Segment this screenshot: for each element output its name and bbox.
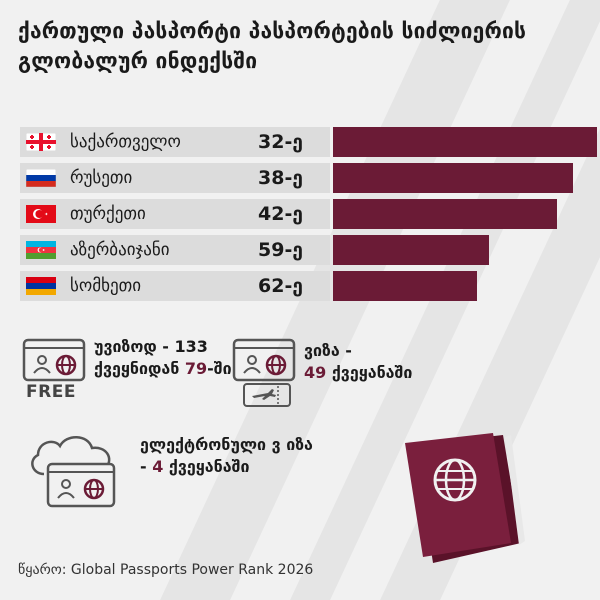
visa-free-stat: უვიზოდ - 133 ქვეყნიდან 79-ში xyxy=(94,336,234,380)
country-label: აზერბაიჯანი xyxy=(70,240,170,260)
chart-row: საქართველო 32-ე xyxy=(20,127,597,157)
bar xyxy=(333,235,489,265)
chart-row: აზერბაიჯანი 59-ე xyxy=(20,235,590,265)
visa-free-count: 79 xyxy=(184,359,208,378)
visa-stat: ვიზა - 49 ქვეყანაში xyxy=(304,340,454,384)
rank-label: 38-ე xyxy=(258,167,303,189)
bar xyxy=(333,271,477,301)
georgia-flag-icon xyxy=(26,133,56,151)
visa-text: ვიზა - xyxy=(304,341,352,360)
evisa-suffix: ქვეყანაში xyxy=(163,457,250,476)
source-note: წყარო: Global Passports Power Rank 2026 xyxy=(18,562,314,578)
visa-free-suffix: -ში xyxy=(207,359,232,378)
azerbaijan-flag-icon xyxy=(26,241,56,259)
rank-label: 42-ე xyxy=(258,203,303,225)
country-label: საქართველო xyxy=(70,132,181,152)
bar xyxy=(333,163,573,193)
visa-suffix: ქვეყანაში xyxy=(326,363,413,382)
bar xyxy=(333,127,597,157)
row-label-band xyxy=(20,199,330,229)
row-label-band xyxy=(20,127,330,157)
rank-label: 59-ე xyxy=(258,239,303,261)
evisa-text: ელექტრონული ვ იზა - xyxy=(140,435,313,476)
russia-flag-icon xyxy=(26,169,56,187)
country-label: სომხეთი xyxy=(70,276,142,296)
rank-label: 62-ე xyxy=(258,275,303,297)
passport-illustration xyxy=(405,433,525,563)
country-label: თურქეთი xyxy=(70,204,146,224)
evisa-stat: ელექტრონული ვ იზა - 4 ქვეყანაში xyxy=(140,434,320,478)
chart-row: სომხეთი 62-ე xyxy=(20,271,590,301)
plane-ticket-icon xyxy=(243,383,291,407)
chart-row: რუსეთი 38-ე xyxy=(20,163,590,193)
bar xyxy=(333,199,557,229)
evisa-count: 4 xyxy=(152,457,164,476)
country-label: რუსეთი xyxy=(70,168,133,188)
passport-card-icon xyxy=(232,338,296,382)
free-label: FREE xyxy=(26,382,76,402)
chart-row: თურქეთი 42-ე xyxy=(20,199,590,229)
row-label-band xyxy=(20,235,330,265)
cloud-passport-icon xyxy=(31,436,116,508)
passport-card-icon xyxy=(22,338,86,382)
turkey-flag-icon xyxy=(26,205,56,223)
visa-free-text: უვიზოდ - 133 ქვეყნიდან xyxy=(94,337,208,378)
rank-label: 32-ე xyxy=(258,131,303,153)
chart-title: ქართული პასპორტი პასპორტების სიძლიერის გ… xyxy=(18,19,527,73)
visa-count: 49 xyxy=(304,363,327,382)
row-label-band xyxy=(20,163,330,193)
armenia-flag-icon xyxy=(26,277,56,295)
row-label-band xyxy=(20,271,330,301)
